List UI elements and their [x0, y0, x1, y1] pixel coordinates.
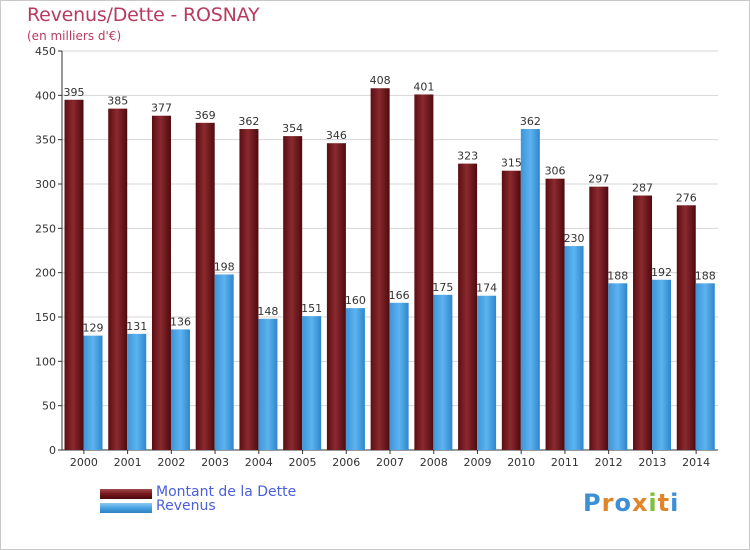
data-label-revenue: 192: [651, 266, 672, 279]
bar-revenue: [83, 335, 103, 450]
x-tick-label: 2000: [70, 456, 98, 469]
bar-debt: [458, 163, 478, 450]
bar-debt: [151, 115, 171, 450]
legend-item-debt: Montant de la Dette: [100, 484, 500, 502]
bar-revenue: [433, 294, 453, 450]
data-label-debt: 323: [457, 150, 478, 163]
data-label-debt: 315: [501, 157, 522, 170]
data-label-revenue: 175: [432, 281, 453, 294]
data-label-revenue: 188: [695, 269, 716, 282]
bar-debt: [326, 143, 346, 451]
bar-revenue: [608, 283, 628, 450]
data-label-debt: 401: [413, 80, 434, 93]
chart-subtitle: (en milliers d'€): [27, 29, 122, 43]
proxiti-logo: Proxiti: [583, 489, 680, 517]
data-label-debt: 297: [588, 173, 609, 186]
data-label-debt: 362: [238, 115, 259, 128]
data-label-revenue: 136: [170, 315, 191, 328]
data-label-revenue: 362: [520, 115, 541, 128]
bar-revenue: [258, 318, 278, 450]
data-label-revenue: 198: [214, 260, 235, 273]
data-label-debt: 408: [370, 74, 391, 87]
bar-debt: [545, 178, 565, 450]
bar-revenue: [389, 302, 409, 450]
data-label-debt: 276: [676, 191, 697, 204]
x-tick-label: 2004: [245, 456, 273, 469]
y-tick-label: 0: [49, 444, 56, 457]
legend-label-debt: Montant de la Dette: [156, 484, 297, 500]
x-tick-label: 2014: [682, 456, 710, 469]
data-label-revenue: 148: [257, 305, 278, 318]
data-label-revenue: 129: [83, 322, 104, 335]
x-tick-label: 2013: [638, 456, 666, 469]
bar-revenue: [345, 308, 365, 450]
x-tick-label: 2009: [463, 456, 491, 469]
bar-debt: [589, 186, 609, 450]
chart-title: Revenus/Dette - ROSNAY: [27, 4, 260, 26]
x-tick-label: 2002: [157, 456, 185, 469]
data-label-revenue: 131: [126, 320, 147, 333]
data-label-revenue: 151: [301, 302, 322, 315]
bar-revenue: [170, 329, 190, 450]
bar-debt: [239, 129, 259, 450]
bar-debt: [64, 99, 84, 451]
y-tick-label: 300: [35, 178, 56, 191]
data-label-debt: 354: [282, 122, 303, 135]
bar-debt: [414, 94, 434, 451]
bar-debt: [633, 195, 653, 450]
bar-revenue: [695, 283, 715, 450]
y-tick-label: 50: [42, 400, 56, 413]
y-tick-label: 400: [35, 89, 56, 102]
x-tick-label: 2005: [289, 456, 317, 469]
legend-item-revenue: Revenus: [100, 498, 500, 516]
data-label-revenue: 188: [607, 269, 628, 282]
data-label-debt: 287: [632, 182, 653, 195]
y-tick-label: 200: [35, 267, 56, 280]
bar-revenue: [564, 246, 584, 450]
x-tick-label: 2011: [551, 456, 579, 469]
y-tick-label: 350: [35, 134, 56, 147]
y-tick-label: 250: [35, 222, 56, 235]
bar-revenue: [214, 274, 234, 450]
bar-debt: [676, 205, 696, 450]
bar-revenue: [520, 129, 540, 450]
bar-debt: [501, 170, 521, 450]
x-tick-label: 2001: [114, 456, 142, 469]
data-label-revenue: 230: [564, 232, 585, 245]
x-tick-label: 2012: [595, 456, 623, 469]
data-label-revenue: 166: [389, 289, 410, 302]
y-tick-label: 100: [35, 355, 56, 368]
data-label-debt: 385: [107, 95, 128, 108]
x-tick-label: 2008: [420, 456, 448, 469]
data-label-revenue: 160: [345, 294, 366, 307]
data-label-debt: 377: [151, 102, 172, 115]
x-tick-label: 2007: [376, 456, 404, 469]
bar-debt: [195, 122, 215, 450]
bar-revenue: [302, 316, 322, 450]
bar-revenue: [477, 295, 497, 450]
y-tick-label: 450: [35, 45, 56, 58]
x-tick-label: 2003: [201, 456, 229, 469]
bar-revenue: [127, 333, 147, 450]
data-label-debt: 369: [195, 109, 216, 122]
dark-red-bar-swatch: [100, 489, 152, 499]
bar-debt: [370, 88, 390, 451]
bar-revenue: [652, 279, 672, 450]
blue-bar-swatch: [100, 503, 152, 513]
data-label-debt: 346: [326, 129, 347, 142]
x-tick-label: 2010: [507, 456, 535, 469]
bar-debt: [108, 108, 128, 450]
x-tick-label: 2006: [332, 456, 360, 469]
legend-label-revenue: Revenus: [156, 498, 216, 514]
data-label-revenue: 174: [476, 282, 497, 295]
bar-debt: [283, 136, 303, 450]
y-tick-label: 150: [35, 311, 56, 324]
data-label-debt: 306: [545, 165, 566, 178]
data-label-debt: 395: [64, 86, 85, 99]
